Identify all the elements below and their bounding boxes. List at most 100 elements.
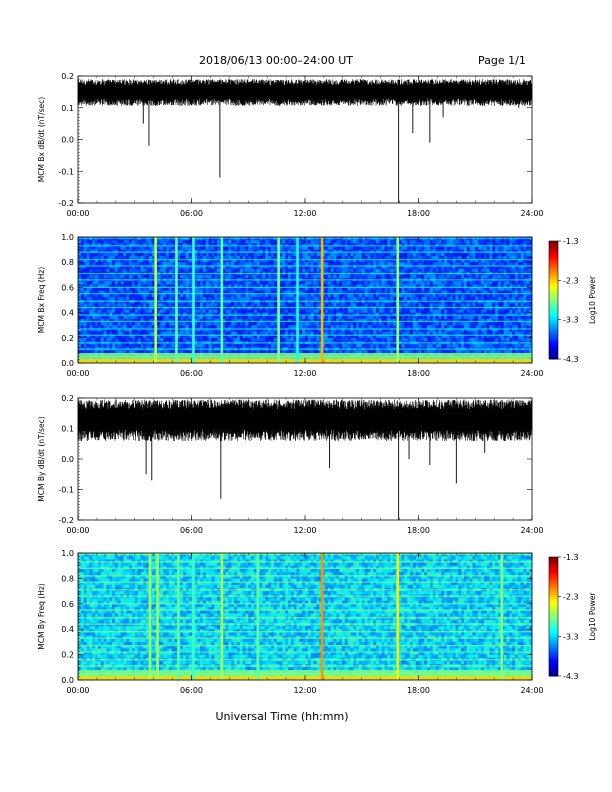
- spectrogram-cell: [356, 249, 360, 254]
- y-tick-label: -0.1: [58, 167, 74, 176]
- spectrogram-cell: [148, 255, 153, 260]
- spectrogram-cell: [322, 331, 326, 336]
- spectrogram-cell: [182, 249, 187, 254]
- spectrogram-cell: [353, 262, 357, 266]
- spectrogram-cell: [407, 240, 411, 244]
- spectrogram-cell: [384, 290, 388, 295]
- spectrogram-cell: [285, 318, 289, 323]
- spectrogram-cell: [251, 315, 255, 320]
- spectrogram-cell: [409, 350, 414, 354]
- spectrogram-cell: [140, 331, 144, 336]
- spectrogram-cell: [316, 259, 320, 263]
- spectrogram-cell: [208, 281, 212, 285]
- spectrogram-cell: [361, 287, 365, 291]
- spectrogram-cell: [251, 322, 255, 326]
- spectrogram-cell: [157, 246, 161, 250]
- spectrogram-cell: [287, 252, 292, 257]
- spectrogram-cell: [185, 240, 190, 244]
- spectrogram-cell: [211, 318, 215, 323]
- spectrogram-cell: [401, 315, 405, 320]
- spectrogram-cell: [168, 309, 173, 313]
- spectrogram-cell: [282, 344, 286, 348]
- spectrogram-cell: [273, 344, 278, 348]
- spectrogram-cell: [381, 350, 385, 354]
- spectrogram-cell: [146, 296, 150, 301]
- spectrogram-cell: [236, 293, 241, 298]
- spectrogram-cell: [350, 255, 354, 260]
- spectrogram-cell: [381, 243, 385, 247]
- spectrogram-cell: [364, 312, 368, 317]
- spectrogram-cell: [256, 303, 260, 307]
- spectrogram-cell: [177, 344, 181, 348]
- spectrogram-cell: [106, 322, 110, 326]
- spectrogram-cell: [112, 318, 116, 323]
- spectrogram-cell: [95, 252, 99, 257]
- spectrogram-cell: [404, 255, 408, 260]
- spectrogram-cell: [350, 265, 354, 269]
- spectrogram-cell: [265, 243, 269, 247]
- series-trace: [77, 79, 533, 106]
- spectrogram-cell: [344, 265, 348, 269]
- spectrogram-cell: [225, 318, 229, 323]
- spectrogram-cell: [222, 243, 226, 247]
- spectrogram-cell: [80, 287, 85, 291]
- spectrogram-cell: [129, 290, 133, 295]
- spectrogram-cell: [236, 262, 241, 266]
- spectrogram-cell: [313, 293, 317, 298]
- spectrogram-cell: [378, 255, 383, 260]
- spectrogram-cell: [262, 246, 266, 250]
- spectrogram-cell: [412, 268, 417, 273]
- spectrogram-cell: [131, 259, 136, 263]
- spectrogram-cell: [313, 265, 317, 269]
- spectrogram-cell: [285, 249, 289, 254]
- spectrogram-cell: [350, 303, 354, 307]
- spectrogram-cell: [180, 243, 184, 247]
- spectrogram-cell: [279, 318, 283, 323]
- spectrogram-cell: [83, 312, 87, 317]
- spectrogram-cell: [89, 249, 93, 254]
- spectrogram-cell: [129, 249, 133, 254]
- spectrogram-cell: [412, 249, 417, 254]
- spectrogram-cell: [242, 303, 246, 307]
- spectrogram-cell: [305, 303, 309, 307]
- y-axis-label: MCM Bx dB/dt (nT/sec): [37, 97, 46, 182]
- spectrogram-cell: [409, 255, 414, 260]
- spectrogram-cell: [339, 293, 343, 298]
- spectrogram-cell: [324, 315, 329, 320]
- spectrogram-cell: [319, 312, 323, 317]
- spectrogram-cell: [202, 303, 207, 307]
- spectrogram-cell: [251, 240, 255, 244]
- spectrogram-cell: [273, 318, 278, 323]
- spectrogram-cell: [129, 344, 133, 348]
- spectrogram-cell: [177, 265, 181, 269]
- spectrogram-cell: [194, 322, 198, 326]
- spectrogram-cell: [407, 318, 411, 323]
- spectrogram-cell: [398, 296, 402, 301]
- spectrogram-cell: [378, 331, 383, 336]
- spectrogram-cell: [163, 268, 167, 273]
- spectrogram-cell: [157, 318, 161, 323]
- spectrogram-cell: [80, 296, 85, 301]
- spectrogram-cell: [270, 252, 275, 257]
- spectrogram-cell: [290, 274, 295, 279]
- spectrogram-cell: [273, 325, 278, 329]
- spectrogram-cell: [160, 274, 164, 279]
- spectrogram-cell: [392, 259, 397, 263]
- spectrogram-cell: [392, 262, 397, 266]
- spectrogram-cell: [89, 265, 93, 269]
- spectrogram-cell: [302, 259, 306, 263]
- spectrogram-cell: [302, 287, 306, 291]
- spectrogram-cell: [97, 259, 102, 263]
- spectrogram-cell: [279, 281, 283, 285]
- spectrogram-cell: [322, 268, 326, 273]
- spectrogram-cell: [137, 243, 141, 247]
- spectrogram-cell: [234, 281, 238, 285]
- spectrogram-cell: [129, 293, 133, 298]
- spectrogram-cell: [160, 287, 164, 291]
- spectrogram-cell: [353, 255, 357, 260]
- spectrogram-cell: [200, 296, 204, 301]
- spectrogram-cell: [140, 315, 144, 320]
- spectrogram-cell: [151, 315, 156, 320]
- spectrogram-cell: [373, 246, 377, 250]
- spectrogram-cell: [103, 240, 107, 244]
